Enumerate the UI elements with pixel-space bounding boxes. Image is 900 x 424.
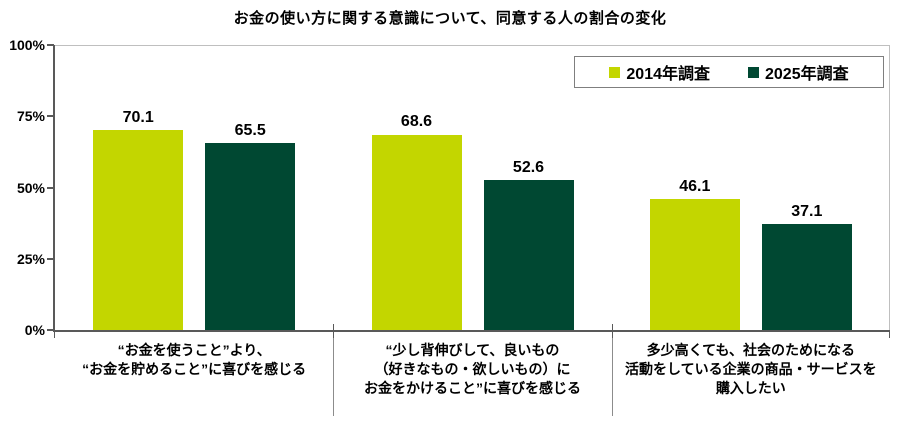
y-tick-label-75: 75% <box>16 108 45 125</box>
category-label-1: “お金を使うこと”より、 “お金を貯めること”に喜びを感じる <box>82 342 307 377</box>
legend: 2014年調査 2025年調査 <box>574 56 884 88</box>
bar-value-2025年調査-group3: 37.1 <box>791 203 823 221</box>
category-label-2: “少し背伸びして、良いもの （好きなもの・欲しいもの）に お金をかけること”に喜… <box>363 342 581 396</box>
category-tick-2 <box>611 324 613 338</box>
y-tick-label-25: 25% <box>16 250 45 267</box>
category-separator-2 <box>611 338 613 416</box>
y-tick-mark-0 <box>47 329 54 331</box>
legend-label-2025: 2025年調査 <box>765 66 849 83</box>
legend-swatch-2014 <box>609 66 621 78</box>
y-tick-mark-75 <box>47 115 54 118</box>
bar-2014年調査-group2 <box>371 134 462 330</box>
bar-value-2014年調査-group2: 68.6 <box>400 113 433 131</box>
x-axis-end-tick-0 <box>54 332 55 338</box>
y-axis-line <box>53 45 55 332</box>
category-separator-1 <box>333 338 335 416</box>
x-axis-end-tick-1 <box>889 332 890 338</box>
bar-2014年調査-group3 <box>649 198 740 330</box>
bar-2025年調査-group3 <box>761 224 852 330</box>
plot-border-top <box>55 45 890 46</box>
y-tick-label-100: 100% <box>9 37 45 53</box>
bar-2025年調査-group1 <box>205 143 296 330</box>
legend-swatch-2025 <box>748 66 759 78</box>
bar-2025年調査-group2 <box>483 180 574 330</box>
bar-value-2025年調査-group1: 65.5 <box>234 122 266 140</box>
category-tick-1 <box>333 324 335 338</box>
bar-value-2014年調査-group1: 70.1 <box>122 109 154 127</box>
bar-value-2014年調査-group3: 46.1 <box>679 177 711 195</box>
plot-area: 70.1 65.5 68.6 52.6 46.1 37.1 <box>55 45 890 330</box>
plot-border-right <box>889 45 890 330</box>
bar-value-2025年調査-group2: 52.6 <box>512 159 545 177</box>
y-tick-mark-25 <box>47 257 54 260</box>
x-axis-line <box>53 330 890 332</box>
legend-item-2014: 2014年調査 <box>609 60 710 84</box>
category-label-3: 多少高くても、社会のためになる 活動をしている企業の商品・サービスを 購入したい <box>625 342 877 396</box>
legend-item-2025: 2025年調査 <box>748 60 849 84</box>
y-tick-mark-50 <box>47 186 54 189</box>
y-tick-label-50: 50% <box>16 179 45 196</box>
chart-title: お金の使い方に関する意識について、同意する人の割合の変化 <box>233 10 667 27</box>
bar-2014年調査-group1 <box>93 130 184 330</box>
y-tick-mark-100 <box>47 44 54 46</box>
legend-label-2014: 2014年調査 <box>626 66 710 83</box>
y-tick-label-0: 0% <box>24 322 45 338</box>
